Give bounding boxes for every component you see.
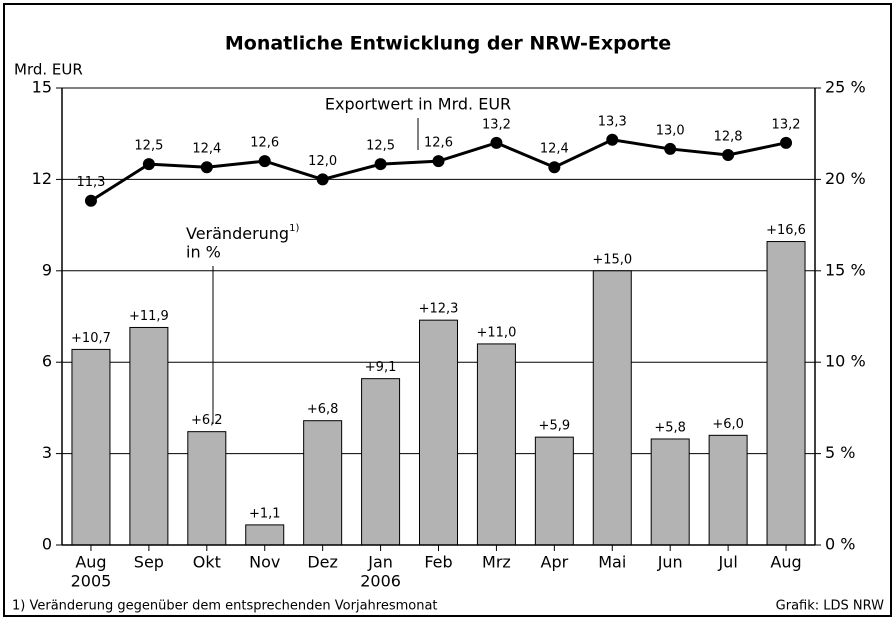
y-tick-label: 9 xyxy=(42,260,52,279)
x-tick-label: Sep xyxy=(134,553,164,572)
x-tick-label: Mai xyxy=(598,553,626,572)
value-label: +10,7 xyxy=(71,331,111,346)
value-label: 12,0 xyxy=(308,154,337,169)
bar xyxy=(187,431,227,546)
y-tick-label: 6 xyxy=(42,352,52,371)
bar xyxy=(476,343,516,546)
y2-tick-label: 5 % xyxy=(825,443,855,462)
value-label: +6,0 xyxy=(712,417,744,432)
value-label: 12,8 xyxy=(714,130,743,145)
marker xyxy=(432,155,445,168)
value-label: +6,8 xyxy=(307,402,339,417)
marker xyxy=(316,173,329,186)
x-tick-label: Nov xyxy=(249,553,280,572)
y2-tick-label: 15 % xyxy=(825,260,866,279)
value-label: 13,3 xyxy=(598,114,627,129)
x-tick-sublabel: 2005 xyxy=(71,572,112,591)
value-label: 12,5 xyxy=(134,139,163,154)
value-label: 12,4 xyxy=(540,142,569,157)
value-label: 13,2 xyxy=(482,117,511,132)
bar xyxy=(361,378,401,546)
bar xyxy=(129,326,169,546)
value-label: +5,9 xyxy=(539,419,571,434)
marker xyxy=(258,155,271,168)
value-label: +6,2 xyxy=(191,413,223,428)
y-tick-label: 0 xyxy=(42,535,52,554)
x-tick-label: Aug xyxy=(770,553,801,572)
value-label: +15,0 xyxy=(592,252,632,267)
marker xyxy=(664,142,677,155)
value-label: 12,4 xyxy=(192,142,221,157)
x-tick-label: Aug xyxy=(75,553,106,572)
marker xyxy=(490,136,503,149)
x-tick-label: Jan xyxy=(367,553,393,572)
x-tick-label: Feb xyxy=(424,553,452,572)
series-label: Veränderung xyxy=(186,224,289,243)
x-tick-sublabel: 2006 xyxy=(360,572,401,591)
x-tick-label: Jul xyxy=(717,553,737,572)
y-tick-label: 3 xyxy=(42,443,52,462)
y2-tick-label: 20 % xyxy=(825,169,866,188)
value-label: 12,6 xyxy=(250,136,279,151)
bar xyxy=(708,434,748,546)
value-label: +5,8 xyxy=(654,420,686,435)
value-label: +1,1 xyxy=(249,506,281,521)
value-label: +9,1 xyxy=(365,360,397,375)
y2-tick-label: 25 % xyxy=(825,78,866,97)
marker xyxy=(780,136,793,149)
series-label: Veränderung1) xyxy=(186,223,299,243)
marker xyxy=(548,161,561,174)
chart-title: Monatliche Entwicklung der NRW-Exporte xyxy=(225,33,671,55)
bar xyxy=(245,524,285,546)
x-tick-label: Okt xyxy=(193,553,221,572)
marker xyxy=(84,194,97,207)
value-label: 12,6 xyxy=(424,136,453,151)
bar xyxy=(766,241,806,546)
value-label: +11,9 xyxy=(129,309,169,324)
source: Grafik: LDS NRW xyxy=(776,599,884,614)
value-label: 13,2 xyxy=(772,117,801,132)
x-tick-label: Mrz xyxy=(482,553,511,572)
x-tick-label: Apr xyxy=(541,553,569,572)
value-label: +11,0 xyxy=(477,325,517,340)
value-label: +12,3 xyxy=(419,302,459,317)
value-label: +16,6 xyxy=(766,223,806,238)
y2-tick-label: 0 % xyxy=(825,535,855,554)
marker xyxy=(722,149,735,162)
bar xyxy=(303,420,343,546)
y-tick-label: 12 xyxy=(32,169,52,188)
series-label: in % xyxy=(186,243,221,262)
bar xyxy=(650,438,690,546)
bar xyxy=(592,270,632,546)
footnote: 1) Veränderung gegenüber dem entsprechen… xyxy=(12,599,438,614)
bar xyxy=(534,436,574,546)
y2-tick-label: 10 % xyxy=(825,352,866,371)
value-label: 11,3 xyxy=(76,175,105,190)
bar xyxy=(419,319,458,546)
marker xyxy=(374,158,387,171)
value-label: 12,5 xyxy=(366,139,395,154)
marker xyxy=(200,161,213,174)
y-axis-label: Mrd. EUR xyxy=(14,61,83,79)
x-tick-label: Dez xyxy=(307,553,338,572)
x-tick-label: Jun xyxy=(657,553,683,572)
marker xyxy=(606,133,619,146)
value-label: 13,0 xyxy=(656,123,685,138)
bar xyxy=(71,348,111,546)
y-tick-label: 15 xyxy=(32,78,52,97)
series-label: Exportwert in Mrd. EUR xyxy=(325,95,511,114)
superscript: 1) xyxy=(289,223,299,234)
marker xyxy=(142,158,155,171)
